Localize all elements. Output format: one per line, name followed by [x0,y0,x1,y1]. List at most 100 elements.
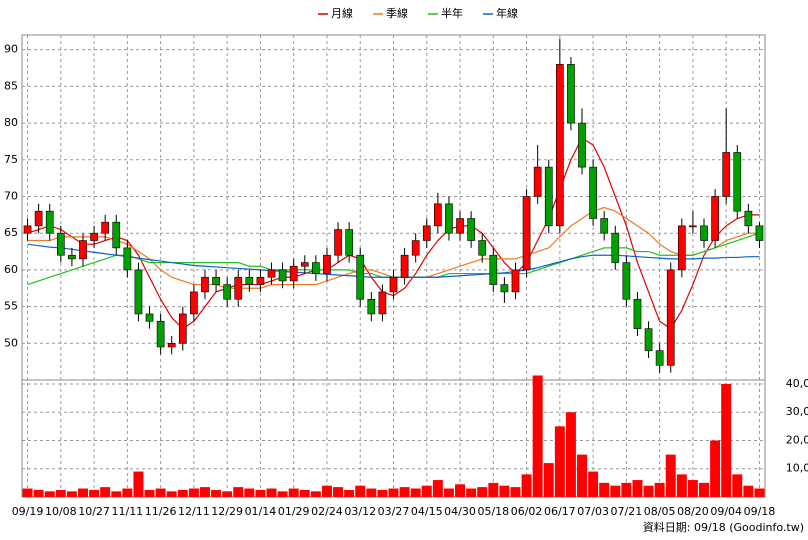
volume-bar [665,454,676,497]
volume-bar [610,485,621,497]
source-note: 資料日期: 09/18 (Goodinfo.tw) [643,520,804,534]
candle-body [422,225,431,241]
candle-body [134,269,143,315]
x-tick-label: 07/21 [611,505,643,518]
volume-bar [532,375,543,497]
y-tick-label: 50 [4,336,18,349]
volume-bar [643,485,654,497]
y2-tick-label: 20,000 [786,433,808,446]
volume-bar [355,485,366,497]
volume-bar [421,485,432,497]
volume-bar [78,488,88,497]
candle-body [456,218,464,234]
candle-body [389,276,398,293]
volume-bar [44,491,55,497]
x-tick-label: 05/18 [477,505,509,518]
candle-body [68,254,76,260]
y-tick-label: 75 [4,153,18,166]
volume-bar [55,489,66,497]
volume-bar [255,489,266,497]
candle-body [755,225,764,241]
y2-tick-label: 10,000 [786,462,808,475]
volume-bar [111,491,122,497]
candle-body [312,262,320,274]
candle-body [589,166,597,219]
volume-bar [299,489,310,497]
volume-bar [199,487,210,497]
candle-body [666,269,675,366]
volume-bar [477,487,488,497]
x-tick-label: 11/26 [145,505,177,518]
volume-bar [388,488,399,497]
candle-body [689,225,697,228]
legend-label: 月線 [331,6,353,20]
volume-bar [676,474,687,497]
x-tick-label: 12/11 [178,505,210,518]
candle-body [167,342,176,348]
candle-body [522,196,531,271]
volume-bar [166,491,177,497]
candle-body [190,291,198,315]
candle-body [711,196,719,241]
candle-body [511,269,520,293]
volume-bar [177,489,188,497]
y-tick-label: 55 [4,300,18,313]
x-tick-label: 06/17 [544,505,576,518]
volume-bar [133,471,144,497]
candle-body [733,152,742,212]
volume-bar [721,383,732,497]
volume-bar [377,489,388,497]
candle-body [600,218,609,234]
candle-body [345,229,353,256]
candle-body [411,240,420,256]
candle-body [400,254,409,278]
candle-body [722,152,731,197]
candle-body [378,291,387,315]
y-tick-label: 65 [4,226,18,239]
candle-body [622,262,631,300]
candle-body [578,122,586,168]
candle-body [112,221,121,249]
x-tick-label: 08/20 [677,505,709,518]
candle-body [123,247,132,271]
candle-body [45,210,54,234]
y-tick-label: 60 [4,263,18,276]
volume-bar [188,488,199,497]
candle-body [611,232,620,263]
candle-body [555,64,564,227]
volume-bar [599,482,610,497]
volume-bar [321,485,332,497]
volume-bar [211,489,222,497]
candle-body [633,298,642,329]
volume-bar [565,412,576,497]
candle-body [201,276,209,293]
candle-body [34,210,43,227]
candle-body [289,265,298,282]
volume-bar [33,489,44,497]
candle-body [223,284,232,300]
volume-bar [266,488,277,497]
candle-body [79,240,87,260]
candle-body [467,218,475,241]
candle-body [234,276,243,300]
legend-label: 半年 [441,6,463,20]
candle-body [356,254,365,300]
volume-bar [310,491,321,497]
candle-body [644,328,653,351]
x-tick-label: 09/04 [710,505,742,518]
volume-bar [632,480,643,497]
x-tick-label: 03/27 [378,505,410,518]
x-tick-label: 10/27 [78,505,110,518]
candle-body [334,229,342,256]
candle-body [256,276,265,285]
volume-bar [543,463,554,497]
volume-bar [455,484,466,497]
volume-bar [288,488,299,497]
volume-bar [344,489,355,497]
y-tick-label: 80 [4,116,18,129]
volume-bar [277,491,288,497]
volume-bar [122,488,133,497]
volume-bar [621,482,632,497]
x-tick-label: 02/24 [311,505,343,518]
